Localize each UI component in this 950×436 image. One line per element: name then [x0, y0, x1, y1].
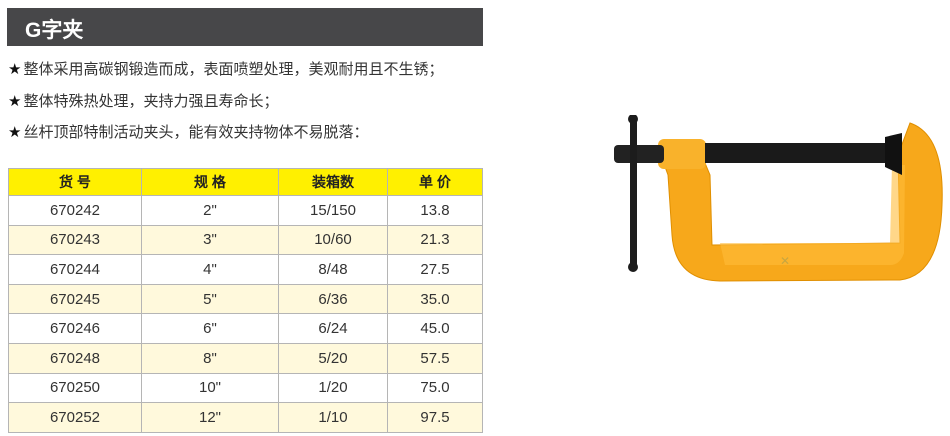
- header-item-no: 货 号: [8, 168, 142, 196]
- cell-price: 35.0: [387, 283, 483, 315]
- feature-item: ★ 丝杆顶部特制活动夹头，能有效夹持物体不易脱落：: [8, 121, 368, 142]
- table-row: 670250 10" 1/20 75.0: [8, 372, 483, 404]
- cell-carton-qty: 6/24: [278, 313, 388, 344]
- cell-spec: 6": [141, 313, 279, 344]
- table-row: 670245 5" 6/36 35.0: [8, 283, 483, 315]
- table-header-row: 货 号 规 格 装箱数 单 价: [8, 168, 483, 196]
- feature-text: 整体采用高碳钢锻造而成，表面喷塑处理，美观耐用且不生锈；: [23, 60, 444, 78]
- cell-price: 75.0: [387, 372, 483, 404]
- star-icon: ★: [8, 123, 22, 141]
- cell-carton-qty: 8/48: [278, 254, 388, 285]
- table-row: 670252 12" 1/10 97.5: [8, 402, 483, 433]
- star-icon: ★: [8, 60, 22, 78]
- spec-table: 货 号 规 格 装箱数 单 价 670242 2" 15/150 13.8 670243…: [8, 168, 483, 433]
- table-row: 670242 2" 15/150 13.8: [8, 195, 483, 226]
- section-title-bar: G字夹: [7, 8, 483, 46]
- cell-carton-qty: 15/150: [278, 195, 388, 226]
- cell-item-no: 670248: [8, 342, 142, 374]
- header-price: 单 价: [387, 168, 483, 196]
- cell-item-no: 670244: [8, 254, 142, 285]
- t-handle: [628, 115, 638, 272]
- feature-text: 丝杆顶部特制活动夹头，能有效夹持物体不易脱落：: [23, 123, 369, 141]
- feature-item: ★ 整体特殊热处理，夹持力强且寿命长；: [8, 90, 278, 111]
- cell-spec: 8": [141, 342, 279, 374]
- table-row: 670246 6" 6/24 45.0: [8, 313, 483, 344]
- cell-price: 13.8: [387, 195, 483, 226]
- cell-item-no: 670243: [8, 224, 142, 256]
- cell-carton-qty: 1/10: [278, 402, 388, 433]
- cell-price: 97.5: [387, 402, 483, 433]
- cell-spec: 10": [141, 372, 279, 404]
- cell-spec: 4": [141, 254, 279, 285]
- star-icon: ★: [8, 92, 22, 110]
- table-row: 670244 4" 8/48 27.5: [8, 254, 483, 285]
- table-row: 670248 8" 5/20 57.5: [8, 342, 483, 374]
- feature-text: 整体特殊热处理，夹持力强且寿命长；: [23, 92, 279, 110]
- cell-item-no: 670252: [8, 402, 142, 433]
- cell-price: 45.0: [387, 313, 483, 344]
- cell-spec: 3": [141, 224, 279, 256]
- section-title: G字夹: [25, 19, 84, 42]
- cell-price: 57.5: [387, 342, 483, 374]
- g-clamp-photo: ✕: [614, 115, 943, 282]
- cell-carton-qty: 1/20: [278, 372, 388, 404]
- cell-spec: 5": [141, 283, 279, 315]
- cell-spec: 12": [141, 402, 279, 433]
- cell-item-no: 670250: [8, 372, 142, 404]
- header-carton-qty: 装箱数: [278, 168, 388, 196]
- cell-price: 21.3: [387, 224, 483, 256]
- cell-item-no: 670245: [8, 283, 142, 315]
- cell-item-no: 670242: [8, 195, 142, 226]
- clamp-frame: [658, 122, 943, 282]
- feature-item: ★ 整体采用高碳钢锻造而成，表面喷塑处理，美观耐用且不生锈；: [8, 58, 443, 79]
- cell-carton-qty: 10/60: [278, 224, 388, 256]
- cell-spec: 2": [141, 195, 279, 226]
- cell-carton-qty: 6/36: [278, 283, 388, 315]
- cell-carton-qty: 5/20: [278, 342, 388, 374]
- screw-rod: [614, 133, 902, 175]
- cell-price: 27.5: [387, 254, 483, 285]
- header-spec: 规 格: [141, 168, 279, 196]
- table-row: 670243 3" 10/60 21.3: [8, 224, 483, 256]
- brand-logo: ✕: [780, 254, 790, 268]
- cell-item-no: 670246: [8, 313, 142, 344]
